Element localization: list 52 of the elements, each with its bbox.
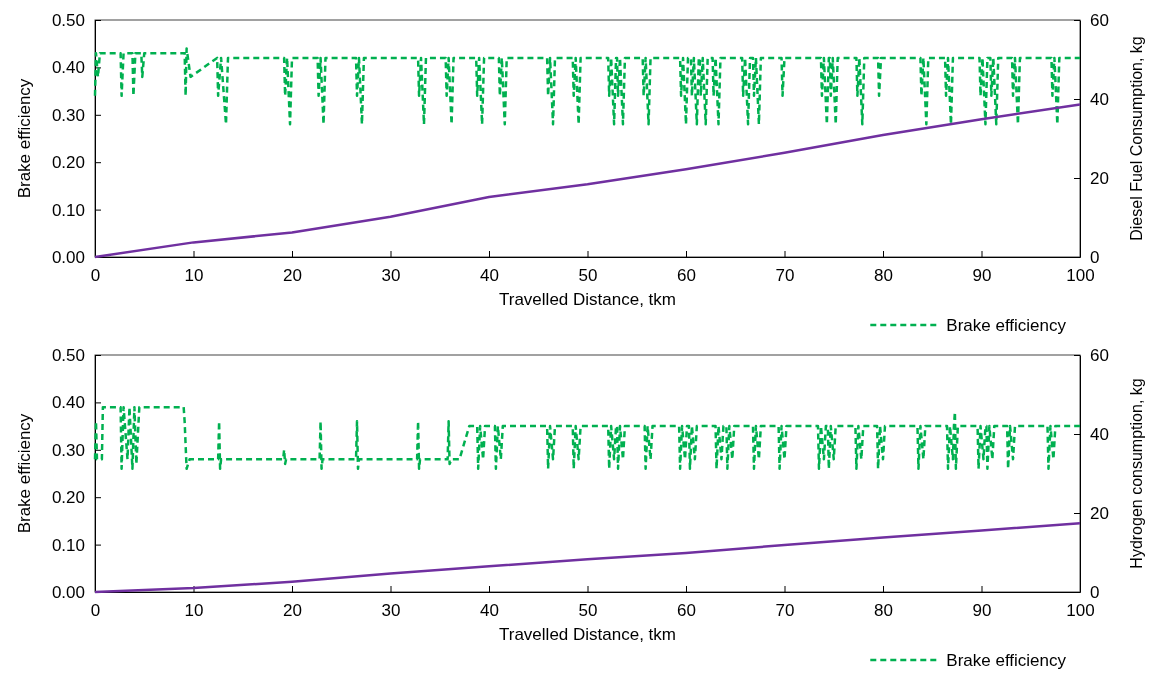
x-tick-label: 10 — [184, 601, 204, 621]
x-tick-label: 100 — [1066, 266, 1095, 286]
y2-axis-title: Diesel Fuel Consumption, kg — [1128, 36, 1145, 241]
x-tick-label: 60 — [677, 266, 696, 286]
x-axis-title: Travelled Distance, tkm — [499, 290, 676, 309]
y-tick-label: 0.10 — [51, 200, 85, 220]
y-tick-label: 0.00 — [51, 247, 85, 267]
y-axis-title: Brake efficiency — [15, 413, 34, 534]
y-tick-label: 0.10 — [51, 535, 85, 555]
y-tick-label: 0.30 — [51, 440, 85, 460]
x-tick-label: 90 — [972, 601, 992, 621]
x-tick-label: 80 — [874, 601, 893, 621]
y-tick-label: 0.30 — [51, 105, 85, 125]
x-tick-label: 60 — [677, 601, 696, 621]
y2-tick-label: 60 — [1090, 10, 1109, 30]
x-tick-label: 20 — [283, 601, 302, 621]
x-tick-label: 20 — [283, 266, 302, 286]
y-tick-label: 0.00 — [51, 582, 85, 602]
y-axis-title: Brake efficiency — [15, 78, 34, 199]
x-tick-label: 40 — [480, 266, 499, 286]
y2-tick-label: 60 — [1090, 345, 1109, 365]
x-tick-label: 70 — [775, 266, 795, 286]
x-tick-label: 50 — [578, 266, 598, 286]
y2-tick-label: 0 — [1090, 247, 1100, 267]
x-tick-label: 0 — [90, 266, 101, 286]
legend-label: Brake efficiency — [946, 651, 1067, 670]
x-tick-label: 100 — [1066, 601, 1095, 621]
y-tick-label: 0.40 — [51, 393, 85, 413]
y-tick-label: 0.50 — [51, 10, 85, 30]
y2-tick-label: 40 — [1090, 424, 1109, 444]
x-tick-label: 40 — [480, 601, 499, 621]
y2-tick-label: 0 — [1090, 582, 1100, 602]
x-tick-label: 80 — [874, 266, 893, 286]
x-tick-label: 50 — [578, 601, 598, 621]
y-tick-label: 0.50 — [51, 345, 85, 365]
y2-tick-label: 20 — [1090, 168, 1109, 188]
x-axis-title: Travelled Distance, tkm — [499, 625, 676, 644]
y-tick-label: 0.20 — [51, 153, 85, 173]
y2-tick-label: 40 — [1090, 89, 1109, 109]
y-tick-label: 0.20 — [51, 488, 85, 508]
x-tick-label: 0 — [90, 601, 101, 621]
x-tick-label: 10 — [184, 266, 204, 286]
x-tick-label: 70 — [775, 601, 795, 621]
line-series — [93, 405, 1082, 471]
y2-tick-label: 20 — [1090, 503, 1109, 523]
y2-axis-title: Hydrogen consumption, kg — [1128, 378, 1145, 569]
x-tick-label: 90 — [972, 266, 992, 286]
x-tick-label: 30 — [381, 601, 401, 621]
y-tick-label: 0.40 — [51, 58, 85, 78]
legend-label: Brake efficiency — [946, 316, 1067, 335]
x-tick-label: 30 — [381, 266, 401, 286]
line-series — [93, 47, 1082, 126]
